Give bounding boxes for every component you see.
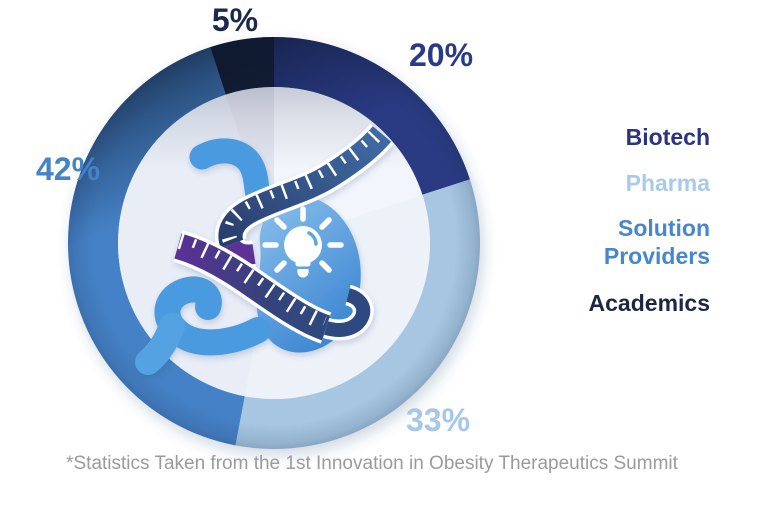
stomach-with-measuring-tape-and-lightbulb-icon [135,123,394,375]
slice-label-academics: 5% [211,2,259,38]
lightbulb-icon [262,206,344,278]
slice-label-pharma: 33% [405,402,471,438]
slice-label-biotech: 20% [408,37,474,73]
legend-item-biotech: Biotech [625,124,710,150]
legend-item-pharma: Pharma [625,170,710,196]
lower-measuring-tape [173,230,374,344]
slice-label-solution-providers: 42% [35,151,101,187]
source-footnote: *Statistics Taken from the 1st Innovatio… [66,453,678,474]
legend-item-solution-providers: Solution Providers [603,215,710,269]
legend-item-academics: Academics [588,290,710,316]
upper-measuring-tape [214,123,394,268]
